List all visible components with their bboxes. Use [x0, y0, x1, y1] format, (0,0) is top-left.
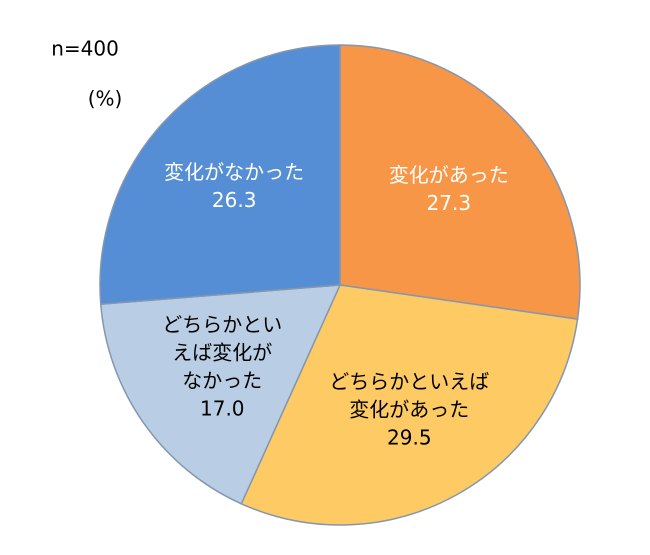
category-label: なかった — [182, 368, 262, 392]
value-label: 26.3 — [212, 188, 257, 212]
value-label: 27.3 — [427, 191, 472, 215]
slice-label: 変化がなかった 26.3 — [164, 160, 304, 212]
category-label: 変化があった — [349, 398, 469, 422]
category-label: 変化があった — [389, 163, 509, 187]
category-label: えば変化が — [172, 340, 272, 364]
category-label: 変化がなかった — [164, 160, 304, 184]
value-label: 17.0 — [200, 396, 245, 420]
category-label: どちらかとい — [162, 312, 282, 336]
pie-slice — [240, 284, 579, 526]
sample-size: n=400 — [51, 37, 119, 61]
slice-label: 変化があった 27.3 — [389, 163, 509, 215]
value-label: 29.5 — [387, 426, 432, 450]
unit-label: (%) — [88, 87, 123, 111]
pie-slice — [99, 44, 341, 305]
pie-slice — [99, 284, 342, 505]
pie-slice — [339, 44, 581, 321]
category-label: どちらかといえば — [329, 370, 489, 394]
